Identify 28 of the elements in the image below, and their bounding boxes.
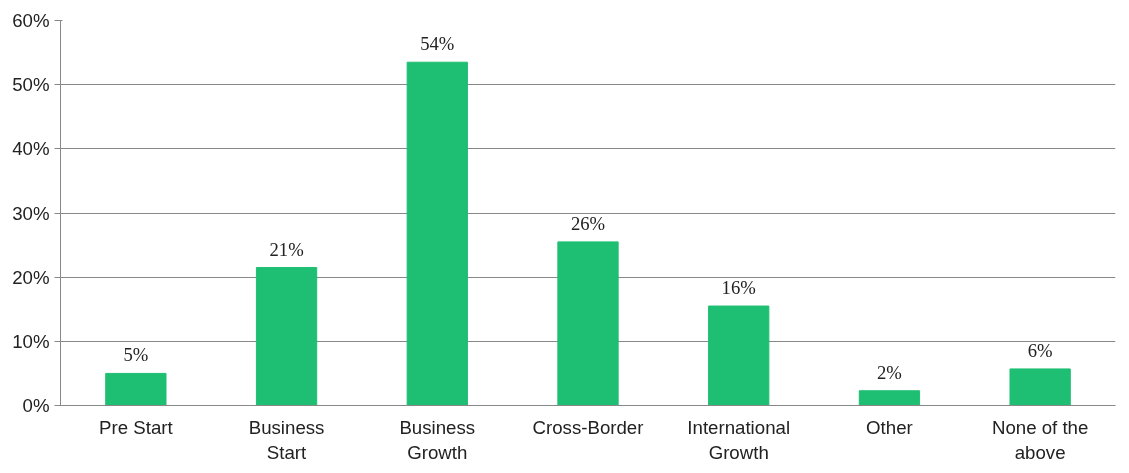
data-label: 21% xyxy=(269,238,304,260)
bar xyxy=(557,241,619,406)
x-tick-label: International Growth xyxy=(687,416,791,463)
bar xyxy=(858,390,921,406)
data-label: 2% xyxy=(876,361,902,383)
y-tick-label: 20% xyxy=(12,266,50,288)
y-tick-label: 10% xyxy=(12,330,50,352)
x-tick-label: Pre Start xyxy=(99,416,174,438)
data-label: 26% xyxy=(570,212,606,234)
x-tick-label: None of the above xyxy=(991,416,1089,463)
y-tick-label: 60% xyxy=(12,10,50,31)
bar xyxy=(708,305,770,406)
y-tick-label: 50% xyxy=(12,74,50,96)
bar xyxy=(105,372,167,406)
bar xyxy=(255,267,318,406)
bar xyxy=(406,61,468,406)
x-tick-label: Business Growth xyxy=(399,416,476,463)
data-label: 6% xyxy=(1027,339,1053,361)
bar xyxy=(1009,368,1071,406)
x-tick-label: Cross-Border xyxy=(532,416,644,438)
data-label: 5% xyxy=(123,344,149,366)
y-tick-label: 30% xyxy=(12,202,50,224)
data-label: 54% xyxy=(420,33,455,55)
y-tick-label: 0% xyxy=(22,395,50,416)
x-tick-label: Other xyxy=(866,416,913,438)
x-tick-label: Business Start xyxy=(248,416,325,463)
data-label: 16% xyxy=(721,277,756,299)
y-tick-label: 40% xyxy=(12,138,50,160)
